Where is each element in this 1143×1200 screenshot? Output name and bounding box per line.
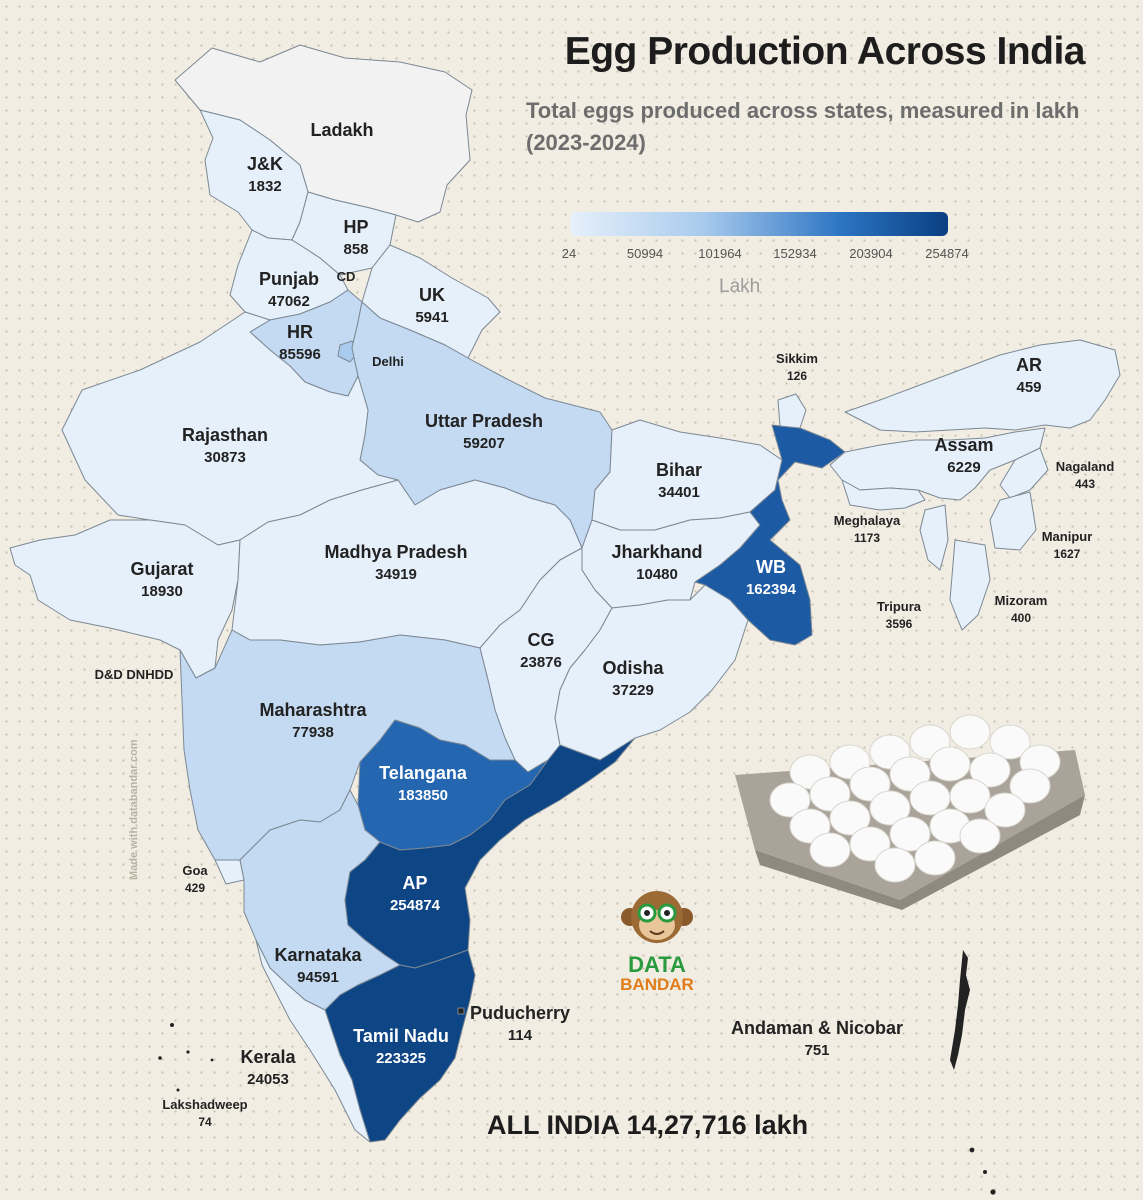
label-maharashtra: Maharashtra 77938 <box>259 700 367 741</box>
legend-tick: 101964 <box>698 246 742 261</box>
region-ap[interactable] <box>344 737 636 969</box>
label-jharkhand: Jharkhand 10480 <box>611 542 703 583</box>
lakshadweep-island <box>176 1088 180 1092</box>
label-chd: CD <box>336 269 356 284</box>
label-odisha: Odisha 37229 <box>602 658 664 699</box>
label-puducherry: Puducherry 114 <box>469 1003 571 1044</box>
legend-tick: 24 <box>561 246 577 261</box>
region-ar[interactable] <box>844 339 1121 433</box>
legend-tick: 203904 <box>849 246 893 261</box>
label-uk: UK 5941 <box>415 285 449 326</box>
label-cg: CG 23876 <box>520 630 562 671</box>
region-gujarat[interactable] <box>9 519 241 679</box>
label-ap: AP 254874 <box>389 873 441 914</box>
region-sikkim[interactable] <box>777 393 807 429</box>
legend-color-bar <box>570 212 948 236</box>
region-puducherry[interactable] <box>457 1007 465 1015</box>
label-wb: WB 162394 <box>745 557 797 598</box>
label-meghalaya: Meghalaya 1173 <box>833 513 901 545</box>
lakshadweep-island <box>186 1050 190 1054</box>
label-goa: Goa 429 <box>182 863 208 895</box>
map-title: Egg Production Across India <box>564 30 1086 73</box>
label-hr: HR 85596 <box>279 322 321 363</box>
label-delhi: Delhi <box>372 354 404 369</box>
lakshadweep-island <box>170 1023 174 1027</box>
legend-tick: 254874 <box>925 246 969 261</box>
region-hp[interactable] <box>291 191 397 276</box>
label-mizoram: Mizoram 400 <box>994 593 1048 625</box>
label-ar: AR 459 <box>1016 355 1042 396</box>
monkey-icon <box>621 891 693 943</box>
label-jk: J&K 1832 <box>246 154 284 195</box>
egg-tray-image <box>735 714 1085 910</box>
label-up: Uttar Pradesh 59207 <box>424 411 544 452</box>
label-andaman: Andaman & Nicobar 751 <box>730 1018 904 1059</box>
brand-logo: DATA BANDAR <box>612 887 702 993</box>
nicobar-island <box>990 1189 996 1195</box>
all-india-total: ALL INDIA 14,27,716 lakh <box>487 1110 809 1140</box>
brand-line-1: DATA <box>628 952 686 977</box>
region-goa[interactable] <box>214 859 245 885</box>
lakshadweep-island <box>158 1056 162 1060</box>
label-kerala: Kerala 24053 <box>240 1047 296 1088</box>
legend-tick: 50994 <box>626 246 664 261</box>
region-tn[interactable] <box>324 949 476 1143</box>
label-karnataka: Karnataka 94591 <box>274 945 362 986</box>
nicobar-island <box>969 1147 975 1153</box>
lakshadweep-island <box>210 1058 214 1062</box>
legend-tick: 152934 <box>773 246 817 261</box>
region-nagaland[interactable] <box>999 447 1049 499</box>
legend-unit: Lakh <box>719 276 761 297</box>
credit-text: Made with databandar.com <box>128 739 140 880</box>
label-gujarat: Gujarat 18930 <box>130 559 194 600</box>
region-odisha[interactable] <box>554 584 749 761</box>
region-manipur[interactable] <box>989 491 1037 551</box>
map-subtitle: Total eggs produced across states, measu… <box>526 98 1080 155</box>
brand-line-2: BANDAR <box>620 975 694 994</box>
label-mp: Madhya Pradesh 34919 <box>324 542 468 583</box>
label-hp: HP 858 <box>343 217 369 258</box>
nicobar-island <box>983 1170 987 1174</box>
label-assam: Assam 6229 <box>934 435 994 476</box>
region-kerala[interactable] <box>255 939 371 1143</box>
label-punjab: Punjab 47062 <box>258 269 320 310</box>
region-meghalaya[interactable] <box>841 479 926 511</box>
label-tripura: Tripura 3596 <box>876 599 922 631</box>
label-tn: Tamil Nadu 223325 <box>353 1026 449 1067</box>
region-wb[interactable] <box>694 424 846 646</box>
label-manipur: Manipur 1627 <box>1041 529 1093 561</box>
label-nagaland: Nagaland 443 <box>1055 459 1115 491</box>
label-lakshadweep: Lakshadweep 74 <box>162 1097 248 1129</box>
label-sikkim: Sikkim 126 <box>776 351 818 383</box>
region-tripura[interactable] <box>919 504 949 571</box>
label-rajasthan: Rajasthan 30873 <box>181 425 269 466</box>
label-bihar: Bihar 34401 <box>655 460 703 501</box>
label-ladakh: Ladakh <box>310 120 374 140</box>
legend-ticks: 24 50994 101964 152934 203904 254874 <box>540 246 1000 264</box>
region-mizoram[interactable] <box>949 539 991 631</box>
label-dd: D&D DNHDD <box>94 667 174 682</box>
label-telangana: Telangana 183850 <box>379 763 467 804</box>
andaman-islands <box>950 950 970 1070</box>
